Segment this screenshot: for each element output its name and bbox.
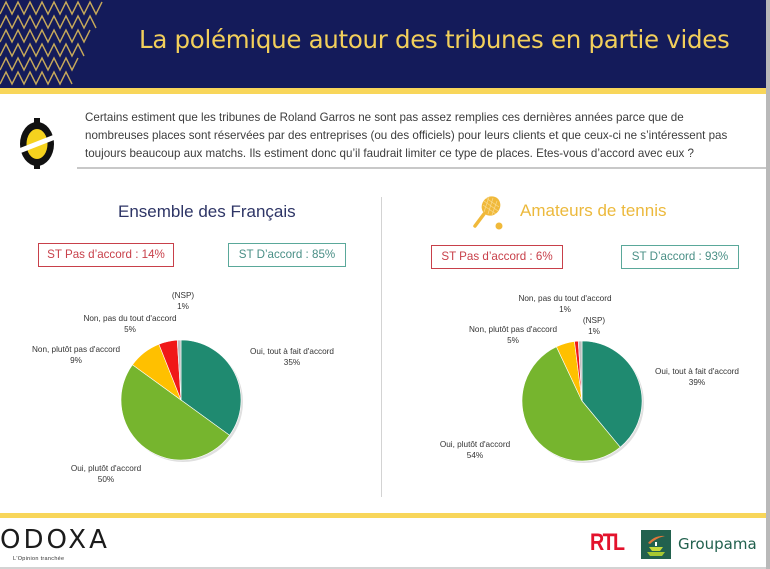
groupama-logo: Groupama xyxy=(678,535,757,553)
pie-label-tennis-oui-tout-a-fait: Oui, tout à fait d'accord 39% xyxy=(655,367,739,387)
tennis-racket-icon xyxy=(473,196,503,230)
st-agree-badge-ensemble: ST D’accord : 85% xyxy=(228,243,346,267)
page-title: La polémique autour des tribunes en part… xyxy=(139,25,730,54)
pie-label-ensemble-oui-tout-a-fait: Oui, tout à fait d'accord 35% xyxy=(250,347,334,367)
chevron-pattern-decoration xyxy=(0,0,103,86)
pie-label-tennis-oui-plutot: Oui, plutôt d'accord 54% xyxy=(439,440,511,460)
section-title-tennis: Amateurs de tennis xyxy=(520,201,667,220)
pie-slice-oui-tout-a-fait xyxy=(581,340,643,448)
pie-label-tennis-non-plutot-pas: Non, plutôt pas d'accord 5% xyxy=(468,325,558,345)
window-edge xyxy=(766,0,770,569)
pie-slice-nsp xyxy=(176,339,182,401)
groupama-emblem-icon xyxy=(641,530,671,559)
st-agree-badge-tennis: ST D’accord : 93% xyxy=(621,245,739,269)
header-banner: La polémique autour des tribunes en part… xyxy=(0,0,766,88)
pie-label-ensemble-nsp: (NSP) 1% xyxy=(171,291,195,311)
pie-slice-oui-plutot xyxy=(521,346,621,462)
pie-label-ensemble-oui-plutot: Oui, plutôt d'accord 50% xyxy=(70,464,142,484)
rtl-logo: RTL xyxy=(590,529,625,556)
pie-label-tennis-non-pas-du-tout: Non, pas du tout d'accord 1% xyxy=(518,294,612,314)
survey-question: Certains estiment que les tribunes de Ro… xyxy=(85,111,728,160)
pie-slice-nsp xyxy=(577,340,583,402)
pie-chart-ensemble xyxy=(120,339,243,462)
pie-label-tennis-nsp: (NSP) 1% xyxy=(582,316,606,336)
pie-label-ensemble-non-pas-du-tout: Non, pas du tout d'accord 5% xyxy=(83,314,177,334)
footer-accent-stripe xyxy=(0,513,766,518)
section-divider xyxy=(381,197,382,497)
pie-chart-tennis xyxy=(521,340,644,463)
question-divider xyxy=(77,167,766,169)
odoxa-tagline: L'Opinion tranchée xyxy=(13,556,65,562)
odoxa-emblem-icon xyxy=(19,118,55,169)
st-disagree-badge-tennis: ST Pas d’accord : 6% xyxy=(431,245,563,269)
header-accent-stripe xyxy=(0,88,766,94)
pie-label-ensemble-non-plutot-pas: Non, plutôt pas d'accord 9% xyxy=(31,345,121,365)
odoxa-logo: ODOXA xyxy=(0,525,110,555)
pie-slice-oui-tout-a-fait xyxy=(180,339,242,436)
footer-border xyxy=(0,567,766,569)
pie-slice-oui-plutot xyxy=(120,364,230,461)
st-disagree-badge-ensemble: ST Pas d’accord : 14% xyxy=(38,243,174,267)
section-title-ensemble: Ensemble des Français xyxy=(118,202,296,221)
